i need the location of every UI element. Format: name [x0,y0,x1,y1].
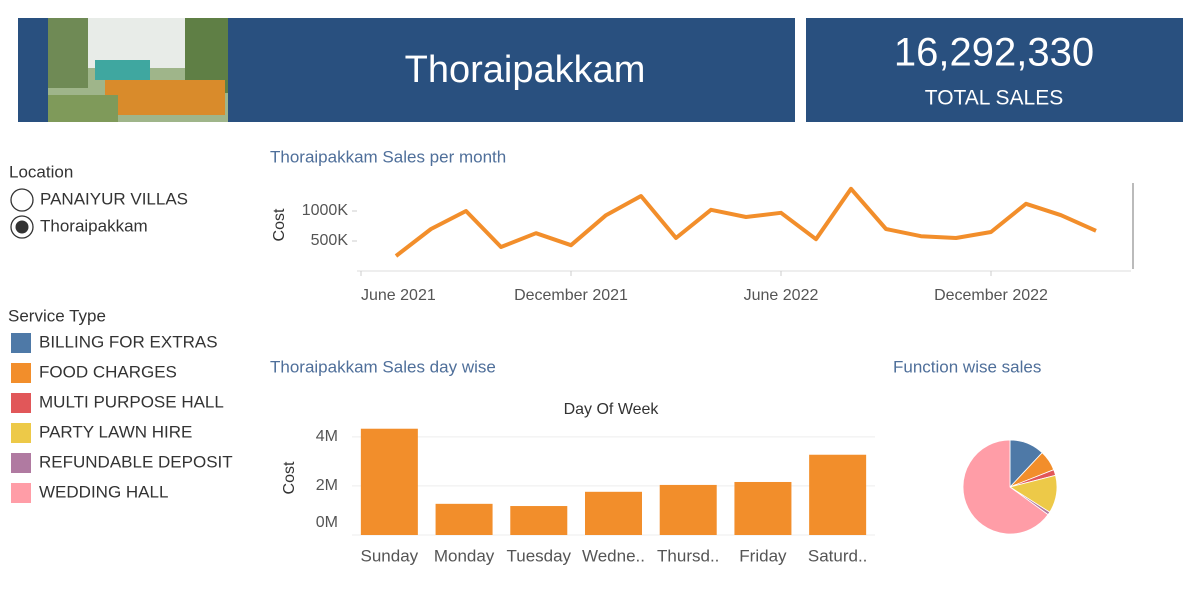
x-tick-label: June 2021 [361,287,436,304]
filter-title: Location [9,162,73,181]
radio-label: Thoraipakkam [40,216,148,235]
legend-swatch [11,333,31,353]
x-tick-label: Tuesday [506,546,571,565]
y-tick-label: 0M [316,514,338,531]
x-tick-label: Saturd.. [808,546,868,565]
legend-swatch [11,393,31,413]
x-tick-label: Thursd.. [657,546,719,565]
bar [659,484,717,535]
legend-swatch [11,483,31,503]
bar [435,503,493,535]
radio-label: PANAIYUR VILLAS [40,189,188,208]
legend-swatch [11,453,31,473]
legend-label: REFUNDABLE DEPOSIT [39,452,233,471]
pie-slice [962,439,1049,535]
y-tick-label: 1000K [302,202,349,219]
bar [585,491,642,535]
y-tick-label: 2M [316,477,338,494]
legend-label: MULTI PURPOSE HALL [39,392,224,411]
x-tick-label: December 2021 [514,287,628,304]
kpi-value: 16,292,330 [894,31,1094,75]
chart-subtitle: Day Of Week [564,401,660,418]
x-tick-label: December 2022 [934,287,1048,304]
chart-title: Thoraipakkam Sales day wise [270,357,496,376]
y-tick-label: 500K [311,232,349,249]
bar [809,454,867,535]
y-tick-label: 4M [316,428,338,445]
legend-label: FOOD CHARGES [39,362,177,381]
legend-label: WEDDING HALL [39,482,168,501]
bar [510,506,568,535]
radio-dot [15,220,29,234]
x-tick-label: Friday [739,546,787,565]
bar [360,428,418,535]
legend-swatch [11,363,31,383]
legend-title: Service Type [8,306,106,325]
legend-label: PARTY LAWN HIRE [39,422,192,441]
legend-swatch [11,423,31,443]
bar [734,481,792,535]
kpi-card [806,18,1183,122]
header-image [48,18,228,122]
kpi-label: TOTAL SALES [925,87,1064,110]
header-title: Thoraipakkam [405,49,646,91]
x-tick-label: Sunday [361,546,419,565]
y-axis-label: Cost [271,208,288,241]
radio-button [10,188,34,212]
x-tick-label: Monday [434,546,495,565]
x-tick-label: Wedne.. [582,546,645,565]
y-axis-label: Cost [281,461,298,494]
x-tick-label: June 2022 [744,287,819,304]
line-series [394,186,1097,258]
chart-title: Thoraipakkam Sales per month [270,147,506,166]
legend-label: BILLING FOR EXTRAS [39,332,218,351]
chart-title: Function wise sales [893,357,1041,376]
